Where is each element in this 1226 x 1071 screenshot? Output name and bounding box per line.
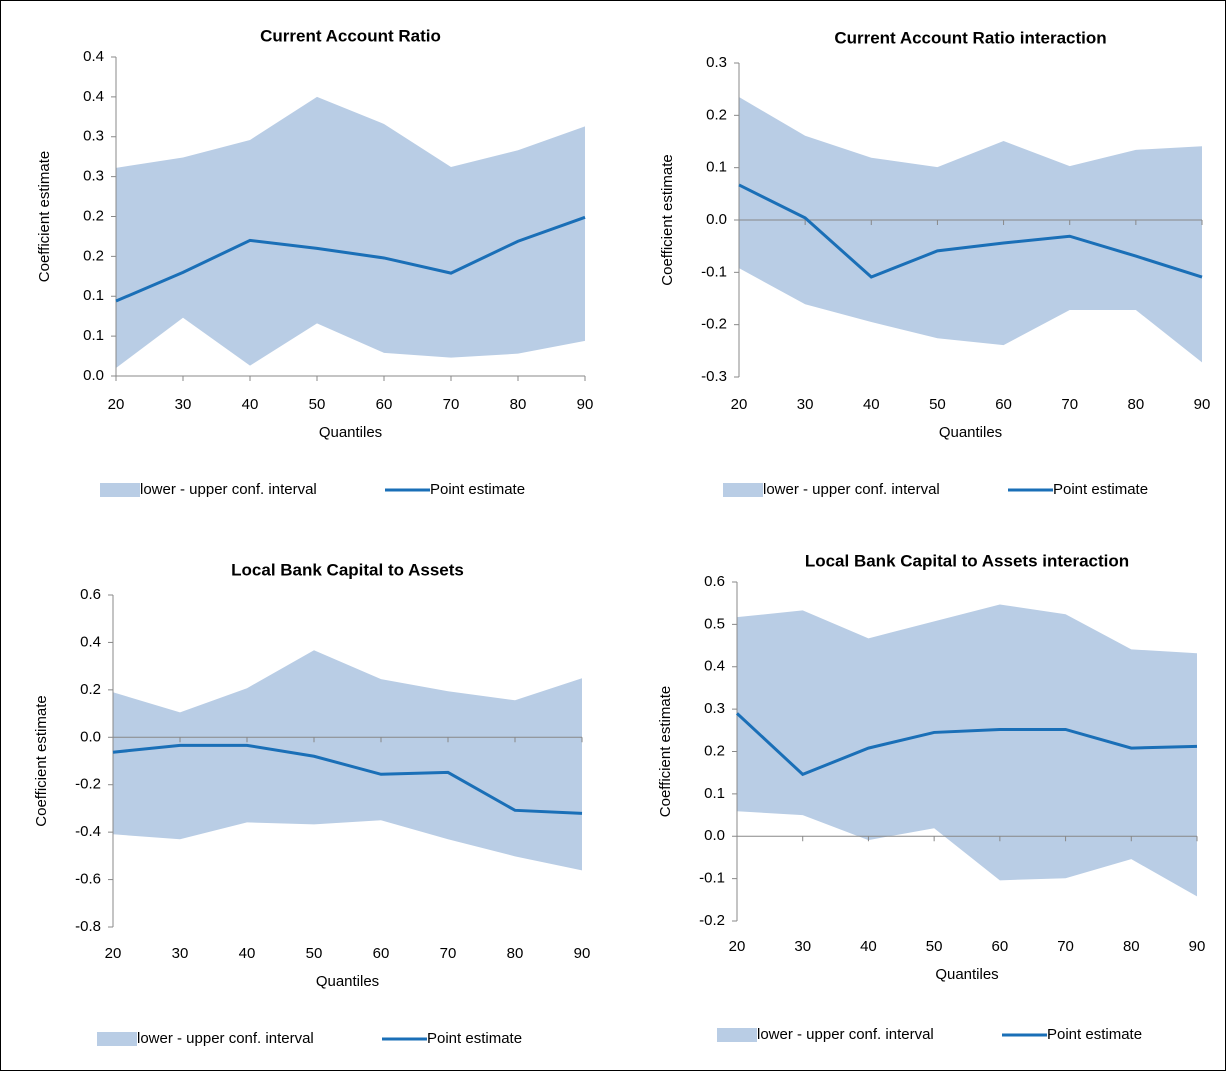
y-tick-label: 0.6 bbox=[80, 586, 101, 603]
y-tick-label: 0.0 bbox=[80, 728, 101, 745]
legend-label: Point estimate bbox=[427, 1030, 522, 1047]
x-tick-label: 30 bbox=[175, 396, 192, 413]
x-tick-label: 60 bbox=[376, 396, 393, 413]
y-tick-label: 0.1 bbox=[83, 287, 104, 304]
x-tick-label: 30 bbox=[172, 945, 189, 962]
y-tick-label: 0.3 bbox=[83, 128, 104, 145]
confidence-band bbox=[116, 96, 585, 369]
x-tick-label: 60 bbox=[995, 396, 1012, 413]
y-tick-label: 0.3 bbox=[704, 700, 725, 717]
y-tick-label: -0.1 bbox=[699, 870, 725, 887]
x-tick-label: 20 bbox=[105, 945, 122, 962]
x-axis-label: Quantiles bbox=[939, 424, 1002, 441]
x-tick-label: 80 bbox=[1123, 938, 1140, 955]
legend-label: lower - upper conf. interval bbox=[757, 1026, 934, 1043]
y-tick-label: 0.5 bbox=[704, 615, 725, 632]
y-tick-label: -0.3 bbox=[701, 368, 727, 385]
y-tick-label: 0.0 bbox=[706, 211, 727, 228]
x-tick-label: 40 bbox=[863, 396, 880, 413]
y-tick-label: 0.3 bbox=[83, 168, 104, 185]
chart-title: Current Account Ratio interaction bbox=[834, 28, 1106, 47]
x-tick-label: 20 bbox=[729, 938, 746, 955]
legend-label: lower - upper conf. interval bbox=[137, 1030, 314, 1047]
y-tick-label: 0.2 bbox=[83, 207, 104, 224]
x-tick-label: 80 bbox=[507, 945, 524, 962]
y-tick-label: 0.1 bbox=[83, 327, 104, 344]
point-estimate-line bbox=[735, 712, 1198, 777]
x-tick-label: 70 bbox=[1061, 396, 1078, 413]
x-tick-label: 40 bbox=[239, 945, 256, 962]
y-tick-label: 0.4 bbox=[83, 88, 104, 105]
chart-title: Local Bank Capital to Assets bbox=[231, 560, 464, 579]
y-tick-label: -0.2 bbox=[699, 912, 725, 929]
point-estimate-line bbox=[738, 183, 1203, 279]
y-tick-label: -0.2 bbox=[701, 316, 727, 333]
x-tick-label: 30 bbox=[794, 938, 811, 955]
legend-swatch bbox=[100, 483, 140, 497]
y-tick-label: 0.6 bbox=[704, 573, 725, 590]
x-tick-label: 50 bbox=[306, 945, 323, 962]
legend-label: lower - upper conf. interval bbox=[763, 481, 940, 498]
y-tick-label: 0.2 bbox=[80, 681, 101, 698]
confidence-band bbox=[113, 650, 582, 871]
x-tick-label: 20 bbox=[731, 396, 748, 413]
x-tick-label: 90 bbox=[574, 945, 591, 962]
x-tick-label: 40 bbox=[242, 396, 259, 413]
y-tick-label: -0.1 bbox=[701, 263, 727, 280]
x-tick-label: 90 bbox=[1194, 396, 1211, 413]
point-estimate-line bbox=[112, 743, 583, 815]
y-axis-label: Coefficient estimate bbox=[657, 686, 674, 817]
x-tick-label: 30 bbox=[797, 396, 814, 413]
x-axis-label: Quantiles bbox=[319, 424, 382, 441]
y-tick-label: 0.2 bbox=[704, 742, 725, 759]
x-tick-label: 80 bbox=[510, 396, 527, 413]
legend-swatch bbox=[97, 1032, 137, 1046]
chart-title: Current Account Ratio bbox=[260, 26, 441, 45]
legend-label: Point estimate bbox=[1047, 1026, 1142, 1043]
x-tick-label: 60 bbox=[992, 938, 1009, 955]
y-tick-label: 0.2 bbox=[706, 106, 727, 123]
y-tick-label: -0.4 bbox=[75, 823, 101, 840]
y-tick-label: 0.0 bbox=[83, 367, 104, 384]
y-tick-label: 0.3 bbox=[706, 54, 727, 71]
y-axis-label: Coefficient estimate bbox=[659, 154, 676, 285]
x-tick-label: 60 bbox=[373, 945, 390, 962]
x-tick-label: 50 bbox=[926, 938, 943, 955]
x-tick-label: 90 bbox=[1189, 938, 1206, 955]
y-tick-label: 0.4 bbox=[704, 658, 725, 675]
y-tick-label: -0.6 bbox=[75, 871, 101, 888]
y-axis-label: Coefficient estimate bbox=[36, 151, 53, 282]
x-tick-label: 90 bbox=[577, 396, 594, 413]
confidence-band bbox=[739, 97, 1202, 363]
y-tick-label: 0.4 bbox=[80, 633, 101, 650]
x-axis-label: Quantiles bbox=[935, 966, 998, 983]
y-axis-label: Coefficient estimate bbox=[33, 695, 50, 826]
x-tick-label: 70 bbox=[443, 396, 460, 413]
y-tick-label: 0.0 bbox=[704, 827, 725, 844]
confidence-band bbox=[737, 604, 1197, 897]
legend-label: lower - upper conf. interval bbox=[140, 481, 317, 498]
legend-swatch bbox=[717, 1028, 757, 1042]
legend-label: Point estimate bbox=[1053, 481, 1148, 498]
legend-label: Point estimate bbox=[430, 481, 525, 498]
x-tick-label: 50 bbox=[929, 396, 946, 413]
y-tick-label: 0.4 bbox=[83, 48, 104, 65]
x-tick-label: 40 bbox=[860, 938, 877, 955]
x-axis-label: Quantiles bbox=[316, 973, 379, 990]
x-tick-label: 70 bbox=[1057, 938, 1074, 955]
y-tick-label: -0.2 bbox=[75, 776, 101, 793]
y-tick-label: -0.8 bbox=[75, 918, 101, 935]
x-tick-label: 20 bbox=[108, 396, 125, 413]
x-tick-label: 50 bbox=[309, 396, 326, 413]
point-estimate-line bbox=[115, 215, 586, 303]
y-tick-label: 0.2 bbox=[83, 247, 104, 264]
x-tick-label: 70 bbox=[440, 945, 457, 962]
y-tick-label: 0.1 bbox=[704, 785, 725, 802]
y-tick-label: 0.1 bbox=[706, 159, 727, 176]
chart-title: Local Bank Capital to Assets interaction bbox=[805, 551, 1129, 570]
legend-swatch bbox=[723, 483, 763, 497]
x-tick-label: 80 bbox=[1128, 396, 1145, 413]
